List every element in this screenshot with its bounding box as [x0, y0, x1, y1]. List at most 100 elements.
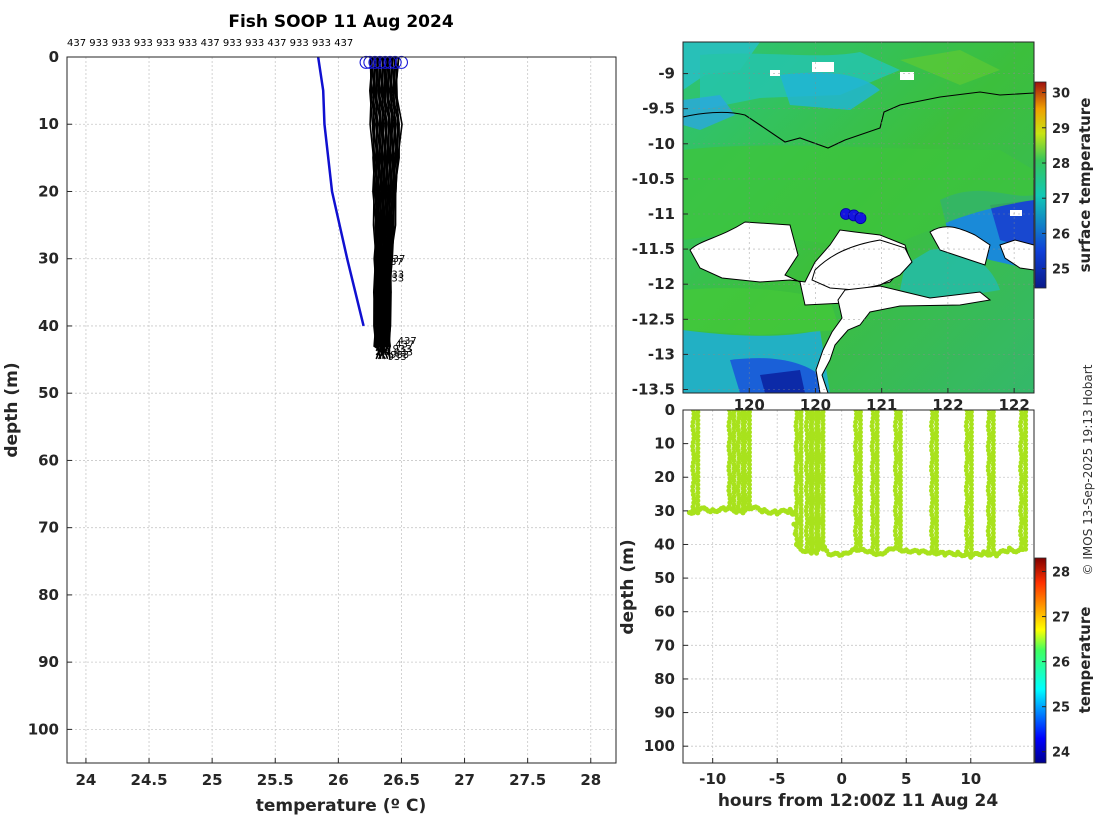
section-point: [731, 494, 737, 500]
section-point: [853, 427, 859, 433]
section-point: [853, 512, 859, 518]
section-point: [874, 429, 880, 435]
section-point: [746, 445, 752, 451]
section-point: [736, 415, 742, 421]
section-point: [726, 423, 732, 429]
profile-plot-area: [67, 57, 616, 763]
section-point: [929, 415, 935, 421]
section-point: [804, 472, 810, 478]
section-point: [990, 510, 996, 516]
section-point: [968, 526, 974, 532]
section-point: [731, 506, 737, 512]
section-point: [990, 534, 996, 540]
section-point: [934, 502, 940, 508]
section-point: [736, 455, 742, 461]
section-point: [897, 514, 903, 520]
section-point: [930, 435, 936, 441]
section-point: [929, 419, 935, 425]
section-point: [897, 478, 903, 484]
section-point: [964, 472, 970, 478]
section-point: [897, 417, 903, 423]
section-point: [798, 526, 804, 532]
section-y-tick-label: 100: [644, 737, 675, 755]
section-point: [820, 494, 826, 500]
section-point: [1023, 510, 1029, 516]
section-point: [803, 468, 809, 474]
section-point: [695, 470, 701, 476]
section-point: [1018, 492, 1024, 498]
section-point: [930, 496, 936, 502]
section-point: [1017, 508, 1023, 514]
section-point: [695, 425, 701, 431]
section-point: [965, 476, 971, 482]
section-point: [727, 415, 733, 421]
sst-colorbar: [1034, 81, 1047, 289]
section-point: [893, 459, 899, 465]
section-point: [968, 457, 974, 463]
profile-x-tick-label: 24: [75, 771, 96, 789]
section-point: [798, 425, 804, 431]
section-point: [1023, 417, 1029, 423]
section-point: [870, 451, 876, 457]
section-point: [746, 453, 752, 459]
section-point: [1018, 500, 1024, 506]
section-point: [1018, 484, 1024, 490]
section-point: [893, 419, 899, 425]
section-point: [695, 453, 701, 459]
section-point: [695, 421, 701, 427]
section-point: [990, 461, 996, 467]
section-y-tick-label: 70: [654, 636, 675, 654]
section-point: [736, 472, 742, 478]
section-point: [814, 550, 820, 556]
section-point: [804, 431, 810, 437]
section-point: [934, 441, 940, 447]
section-point: [853, 524, 859, 530]
section-point: [820, 538, 826, 544]
section-point: [695, 478, 701, 484]
section-point: [897, 429, 903, 435]
section-point: [897, 461, 903, 467]
section-point: [731, 498, 737, 504]
section-point: [893, 472, 899, 478]
section-point: [727, 435, 733, 441]
section-point: [854, 540, 860, 546]
profile-cast-label: 933: [388, 352, 407, 363]
section-point: [892, 443, 898, 449]
section-point: [804, 411, 810, 417]
section-point: [897, 445, 903, 451]
section-point: [690, 484, 696, 490]
section-point: [897, 498, 903, 504]
section-point: [1023, 445, 1029, 451]
map-y-tick-label: -12.5: [632, 310, 675, 328]
section-point: [1023, 490, 1029, 496]
section-point: [968, 474, 974, 480]
section-point: [1018, 451, 1024, 457]
section-point: [1018, 488, 1024, 494]
section-point: [798, 421, 804, 427]
profile-y-tick-label: 20: [38, 182, 59, 200]
profile-y-tick-label: 30: [38, 250, 59, 268]
section-point: [929, 524, 935, 530]
section-point: [968, 433, 974, 439]
section-point: [990, 449, 996, 455]
section-point: [986, 492, 992, 498]
section-point: [853, 544, 859, 550]
profile-observed-series: [369, 56, 403, 360]
section-point: [897, 470, 903, 476]
section-point: [965, 455, 971, 461]
section-point: [968, 510, 974, 516]
section-point: [870, 459, 876, 465]
profile-y-ticks: 0 10 20 30 40 50 60 70 80 90 100: [28, 48, 72, 738]
section-point: [874, 410, 880, 415]
section-point: [746, 470, 752, 476]
sst-colorbar-tick-label: 30: [1052, 87, 1070, 102]
section-point: [986, 451, 992, 457]
section-point: [897, 502, 903, 508]
section-point: [695, 417, 701, 423]
section-point: [853, 419, 859, 425]
section-point: [990, 522, 996, 528]
section-point: [695, 429, 701, 435]
observed-profile-line: [375, 56, 403, 348]
section-point: [690, 447, 696, 453]
sst-colorbar-tick-label: 28: [1052, 157, 1070, 172]
